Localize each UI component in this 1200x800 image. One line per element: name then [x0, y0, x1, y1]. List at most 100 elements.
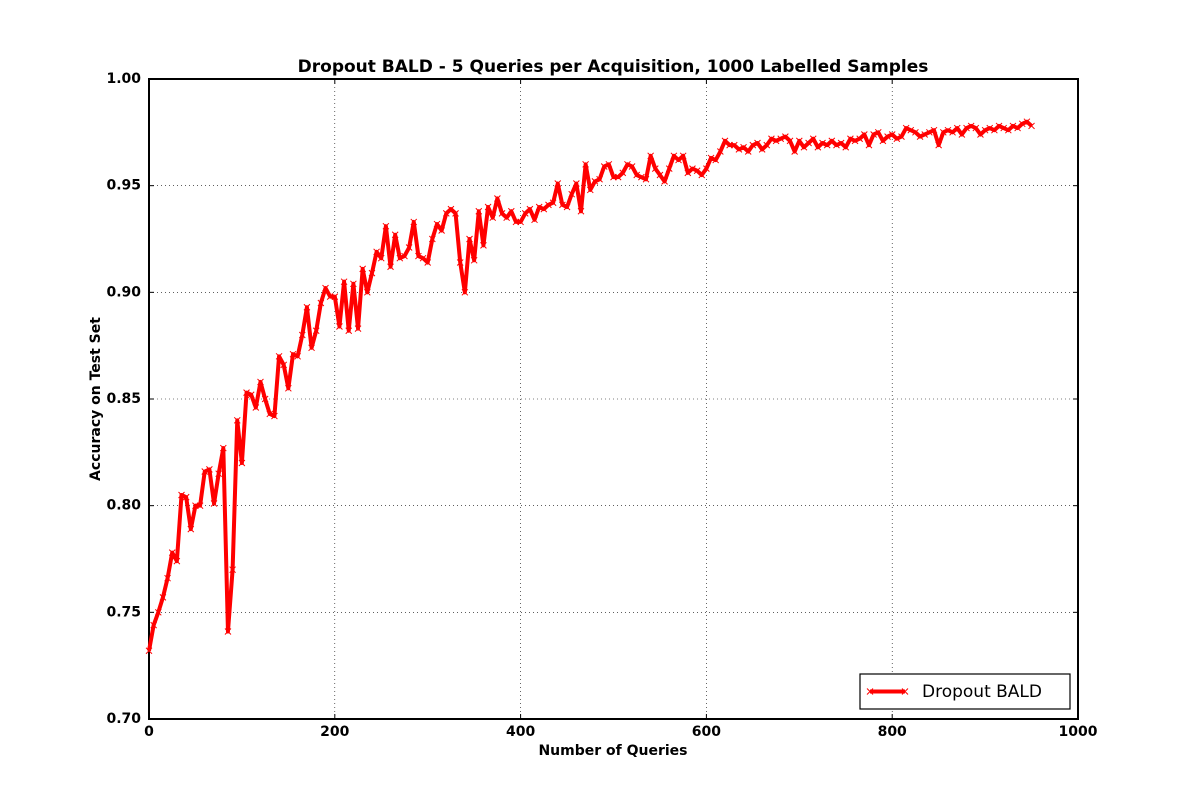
- data-marker: [196, 502, 204, 510]
- data-marker: [554, 180, 562, 187]
- x-tick-label: 1000: [1059, 724, 1098, 740]
- data-marker: [624, 160, 631, 168]
- data-marker: [698, 171, 706, 179]
- data-marker: [452, 210, 459, 217]
- data-marker: [1009, 122, 1017, 130]
- data-marker: [470, 256, 478, 264]
- data-marker: [219, 444, 227, 452]
- data-marker: [870, 131, 877, 138]
- x-tick-label: 400: [506, 724, 535, 740]
- legend-label: Dropout BALD: [922, 682, 1042, 702]
- data-marker: [1000, 124, 1008, 132]
- plot-frame: [148, 78, 1079, 720]
- data-marker: [354, 325, 362, 332]
- data-marker: [986, 124, 994, 132]
- data-marker: [638, 173, 645, 181]
- data-marker: [656, 171, 664, 179]
- data-marker: [633, 171, 641, 179]
- data-marker: [428, 235, 436, 243]
- data-marker: [600, 163, 608, 170]
- data-marker: [298, 331, 306, 339]
- data-marker: [331, 293, 339, 300]
- data-marker: [559, 201, 566, 209]
- data-marker: [591, 178, 599, 185]
- data-marker: [763, 141, 771, 149]
- data-marker: [233, 416, 241, 424]
- legend-marker: [866, 688, 909, 695]
- data-marker: [972, 124, 980, 132]
- data-marker: [768, 135, 775, 143]
- data-marker: [642, 175, 650, 183]
- data-marker: [345, 327, 353, 335]
- data-marker: [405, 244, 413, 251]
- data-marker: [842, 143, 850, 151]
- data-marker: [596, 175, 603, 183]
- y-tick-label: 0.90: [106, 284, 141, 300]
- data-marker: [461, 288, 469, 296]
- data-marker: [475, 207, 483, 215]
- data-marker: [809, 135, 817, 143]
- data-marker: [382, 222, 390, 230]
- data-marker: [159, 594, 167, 601]
- data-marker: [178, 491, 185, 499]
- data-marker: [735, 146, 743, 153]
- data-marker: [967, 122, 975, 130]
- data-marker: [874, 128, 882, 136]
- data-marker: [916, 133, 924, 140]
- data-marker: [289, 350, 297, 358]
- data-marker: [466, 235, 473, 243]
- x-tick-label: 600: [692, 724, 721, 740]
- data-marker: [819, 139, 826, 147]
- data-marker: [851, 137, 859, 145]
- data-marker: [247, 391, 255, 399]
- data-marker: [786, 137, 794, 145]
- chart-title: Dropout BALD - 5 Queries per Acquisition…: [298, 57, 929, 77]
- data-marker: [484, 203, 492, 211]
- data-marker: [294, 352, 301, 360]
- data-marker: [271, 412, 278, 420]
- data-marker: [456, 259, 464, 266]
- data-marker: [187, 525, 195, 533]
- data-marker: [898, 133, 905, 140]
- data-marker: [791, 148, 799, 155]
- x-tick-label: 0: [144, 724, 154, 740]
- data-marker: [150, 621, 157, 629]
- data-marker: [865, 141, 873, 149]
- data-marker: [582, 160, 589, 168]
- data-marker: [410, 218, 418, 226]
- x-tick-label: 200: [320, 724, 349, 740]
- data-marker: [531, 216, 538, 224]
- data-marker: [605, 160, 613, 168]
- data-marker: [703, 165, 710, 172]
- data-marker: [480, 242, 487, 249]
- x-tick-label: 800: [878, 724, 907, 740]
- data-marker: [847, 135, 854, 143]
- data-marker: [284, 384, 292, 392]
- data-marker: [958, 131, 966, 138]
- data-marker: [651, 165, 659, 172]
- y-tick-label: 0.95: [106, 178, 141, 194]
- data-marker: [377, 254, 385, 262]
- data-marker: [535, 203, 543, 211]
- data-marker: [935, 141, 943, 149]
- data-marker: [777, 135, 785, 143]
- data-marker: [939, 128, 947, 136]
- data-marker: [981, 126, 989, 134]
- y-tick-label: 0.70: [106, 711, 141, 727]
- data-marker: [373, 248, 380, 256]
- data-marker: [368, 269, 376, 277]
- y-tick-label: 0.85: [106, 391, 141, 407]
- data-marker: [164, 574, 171, 582]
- y-tick-label: 0.75: [106, 604, 141, 620]
- data-marker: [401, 252, 408, 260]
- data-marker: [243, 389, 250, 396]
- data-marker: [572, 180, 580, 187]
- data-marker: [261, 395, 269, 403]
- data-marker: [926, 128, 933, 136]
- data-marker: [545, 201, 552, 209]
- data-marker: [336, 323, 343, 330]
- data-marker: [586, 186, 594, 194]
- data-marker: [665, 165, 673, 172]
- data-marker: [647, 152, 655, 160]
